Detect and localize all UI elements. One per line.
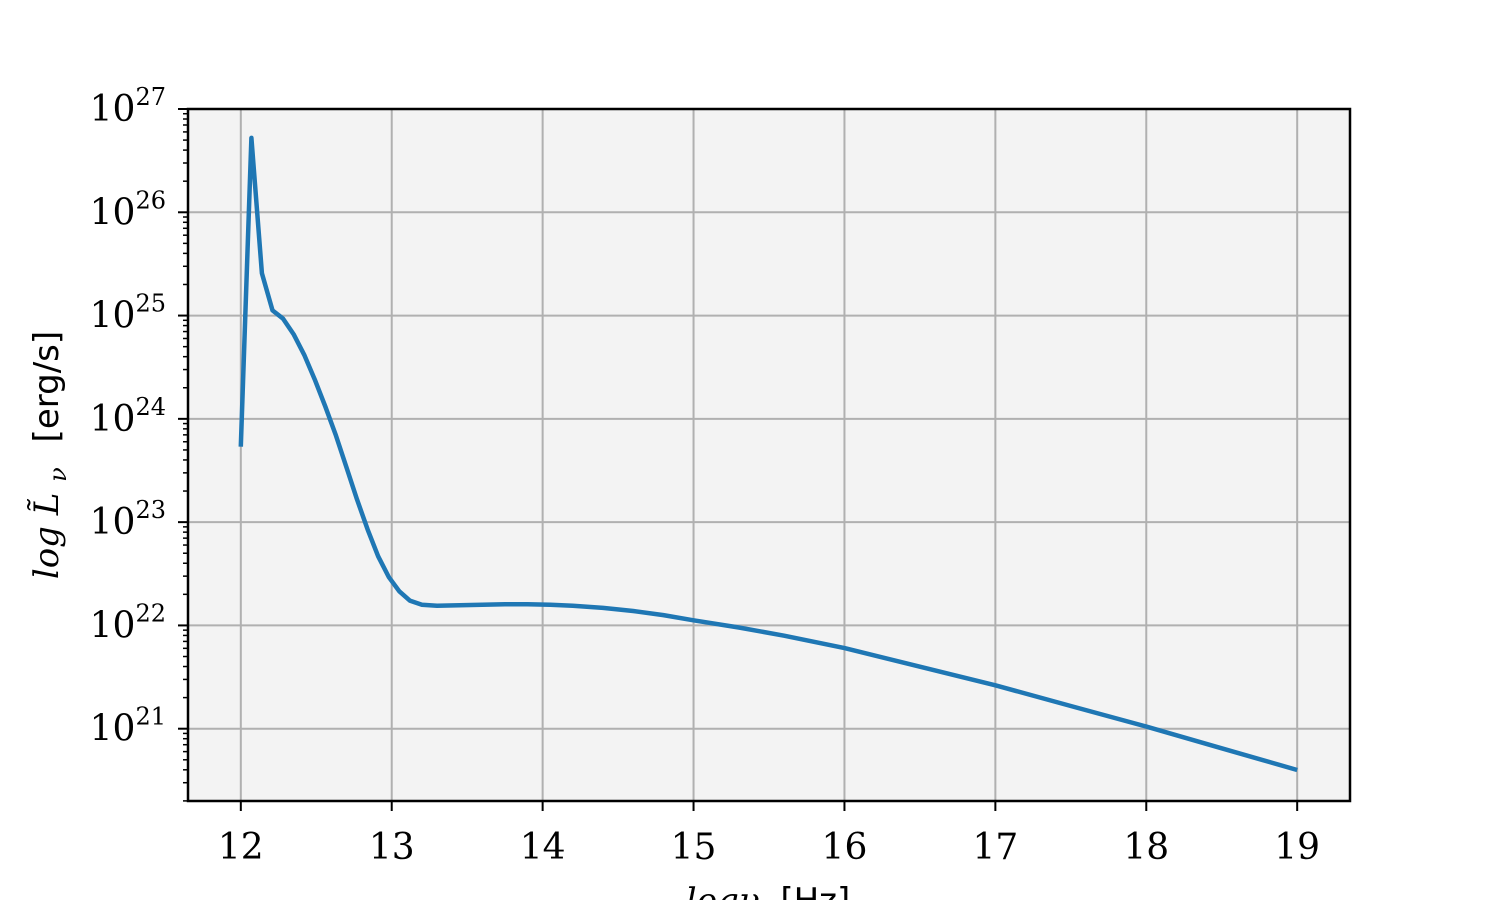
y-axis-ticks: 1021 1022 1023 1024 1025 1026 1027 (90, 83, 188, 802)
x-tick-label: 16 (822, 827, 868, 868)
plot-background (188, 109, 1350, 801)
y-axis-title-unit: [erg/s] (27, 331, 67, 443)
x-tick-label: 19 (1274, 827, 1320, 868)
x-tick-label: 14 (520, 827, 566, 868)
x-axis-ticks: 12 13 14 15 16 17 18 19 (218, 801, 1320, 868)
x-tick-label: 15 (671, 827, 717, 868)
y-tick-label: 1024 (90, 393, 166, 440)
x-axis-title-unit: [Hz] (780, 881, 850, 900)
x-axis-title: logν [Hz] (686, 881, 851, 900)
x-axis-title-math: logν (686, 881, 760, 900)
x-tick-label: 12 (218, 827, 264, 868)
y-tick-label: 1023 (90, 496, 166, 543)
y-axis-title-math: log L̃ (27, 493, 67, 580)
y-tick-label: 1021 (90, 703, 166, 750)
plot-frame (186, 107, 1352, 803)
x-tick-label: 13 (369, 827, 415, 868)
y-axis-title-subscript: ν (44, 467, 72, 482)
x-tick-label: 17 (972, 827, 1018, 868)
x-tick-label: 18 (1123, 827, 1169, 868)
y-tick-label: 1026 (90, 186, 166, 233)
y-axis-title: log L̃ ν [erg/s] (27, 331, 75, 579)
y-tick-label: 1025 (90, 290, 166, 337)
y-tick-label: 1022 (90, 599, 166, 646)
y-tick-label: 1027 (90, 83, 166, 130)
series-layer (238, 135, 1298, 773)
series-line (238, 135, 1298, 773)
